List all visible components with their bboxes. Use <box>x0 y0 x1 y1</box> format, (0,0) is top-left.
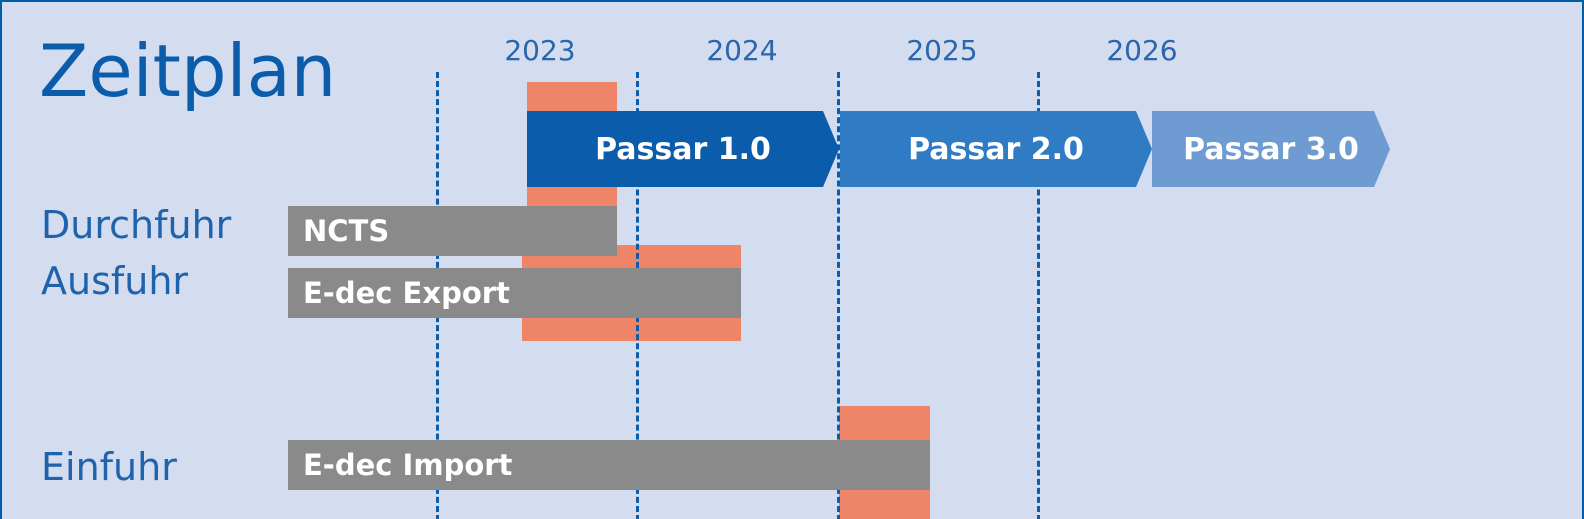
row-label-ausfuhr: Ausfuhr <box>41 259 189 303</box>
year-label-2024: 2024 <box>706 34 778 67</box>
e-dec-export-bar: E-dec Export <box>288 268 741 318</box>
e-dec-import-bar: E-dec Import <box>288 440 930 490</box>
ncts-bar: NCTS <box>288 206 617 256</box>
year-label-2023: 2023 <box>504 34 576 67</box>
phase-arrow-passar-3: Passar 3.0 <box>1152 111 1390 187</box>
year-label-2025: 2025 <box>906 34 978 67</box>
divider-line-2025 <box>837 72 840 519</box>
year-label-2026: 2026 <box>1106 34 1178 67</box>
divider-line-2026 <box>1037 72 1040 519</box>
phase-arrow-passar-2: Passar 2.0 <box>840 111 1152 187</box>
page-title: Zeitplan <box>39 29 337 113</box>
row-label-durchfuhr: Durchfuhr <box>41 203 232 247</box>
row-label-einfuhr: Einfuhr <box>41 445 177 489</box>
phase-arrow-passar-1: Passar 1.0 <box>527 111 839 187</box>
